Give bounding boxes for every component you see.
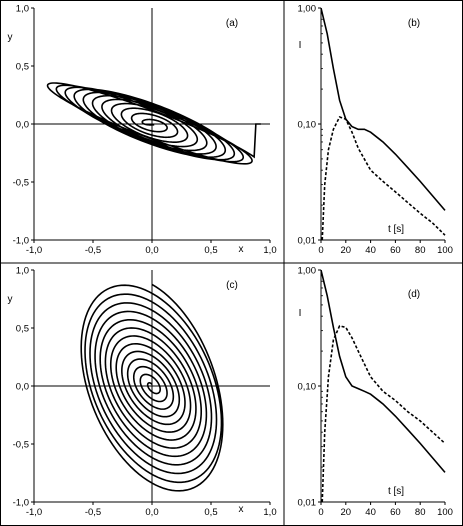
x-tick-label: 40 — [365, 507, 376, 518]
y-tick-label: -1,0 — [13, 498, 29, 509]
chart-panel-c: -1,0 -0,5 0,0 0,5 1,0 -1,0 -0,5 0,0 0,5 1,0 (c) x y — [8, 266, 277, 519]
y-axis-label: y — [8, 32, 13, 43]
panel-label: (a) — [226, 18, 238, 29]
x-tick-label: 40 — [365, 245, 376, 256]
x-axis-label: x — [239, 244, 244, 255]
series-dashed — [321, 115, 446, 241]
chart-panel-a: -1,0 -0,5 0,0 0,5 1,0 -1,0 -0,5 0,0 0,5 1,0 (a) x y — [8, 4, 277, 257]
series-dashed — [321, 324, 446, 503]
x-axis-label: x — [239, 504, 244, 515]
x-axis-label: t [s] — [388, 486, 404, 497]
y-tick-label: 1,00 — [298, 4, 317, 15]
x-tick-label: -1,0 — [26, 507, 42, 518]
panel-label: (d) — [408, 289, 420, 300]
y-tick-label: 1,0 — [16, 4, 29, 15]
series-solid — [320, 269, 446, 473]
x-tick-label: 0,0 — [145, 507, 158, 518]
y-axis-label: I — [299, 308, 302, 319]
x-tick-label: 60 — [390, 245, 401, 256]
x-tick-label: 1,0 — [263, 507, 276, 518]
x-tick-label: -0,5 — [85, 507, 101, 518]
x-tick-label: -0,5 — [85, 245, 101, 256]
y-tick-label: 1,0 — [16, 266, 29, 277]
panel-label: (b) — [408, 18, 420, 29]
y-tick-label: 0,5 — [16, 62, 29, 73]
x-tick-label: 20 — [341, 245, 352, 256]
x-axis-label: t [s] — [388, 224, 404, 235]
x-tick-label: -1,0 — [26, 245, 42, 256]
chart-panel-b: 0 20 40 60 80 100 0,01 0,10 1,00 (b) t [s] I — [298, 4, 453, 257]
y-tick-label: 0,10 — [298, 382, 317, 393]
y-tick-label: 0,0 — [16, 382, 29, 393]
y-tick-label: -0,5 — [13, 440, 29, 451]
x-tick-label: 60 — [390, 507, 401, 518]
y-tick-label: 0,0 — [16, 120, 29, 131]
x-tick-label: 20 — [341, 507, 352, 518]
x-tick-label: 0 — [318, 507, 323, 518]
phase-trajectory — [80, 283, 224, 492]
y-axis-label: I — [299, 40, 302, 51]
x-tick-label: 0,5 — [204, 245, 217, 256]
series-solid — [320, 7, 446, 211]
y-tick-label: 0,01 — [298, 498, 317, 509]
x-tick-label: 80 — [415, 245, 426, 256]
y-tick-label: -1,0 — [13, 236, 29, 247]
y-tick-label: 0,5 — [16, 324, 29, 335]
x-tick-label: 80 — [415, 507, 426, 518]
y-tick-label: 0,01 — [298, 236, 317, 247]
x-tick-label: 0,5 — [204, 507, 217, 518]
x-tick-label: 0,0 — [145, 245, 158, 256]
y-tick-label: -0,5 — [13, 178, 29, 189]
x-tick-label: 0 — [318, 245, 323, 256]
panel-label: (c) — [226, 280, 238, 291]
y-axis-label: y — [8, 294, 13, 305]
phase-trajectory — [46, 82, 261, 165]
chart-panel-d: 0 20 40 60 80 100 0,01 0,10 1,00 (d) t [s] I — [298, 266, 453, 519]
x-tick-label: 100 — [437, 507, 453, 518]
y-tick-label: 0,10 — [298, 120, 317, 131]
y-tick-label: 1,00 — [298, 266, 317, 277]
x-tick-label: 1,0 — [263, 245, 276, 256]
x-tick-label: 100 — [437, 245, 453, 256]
